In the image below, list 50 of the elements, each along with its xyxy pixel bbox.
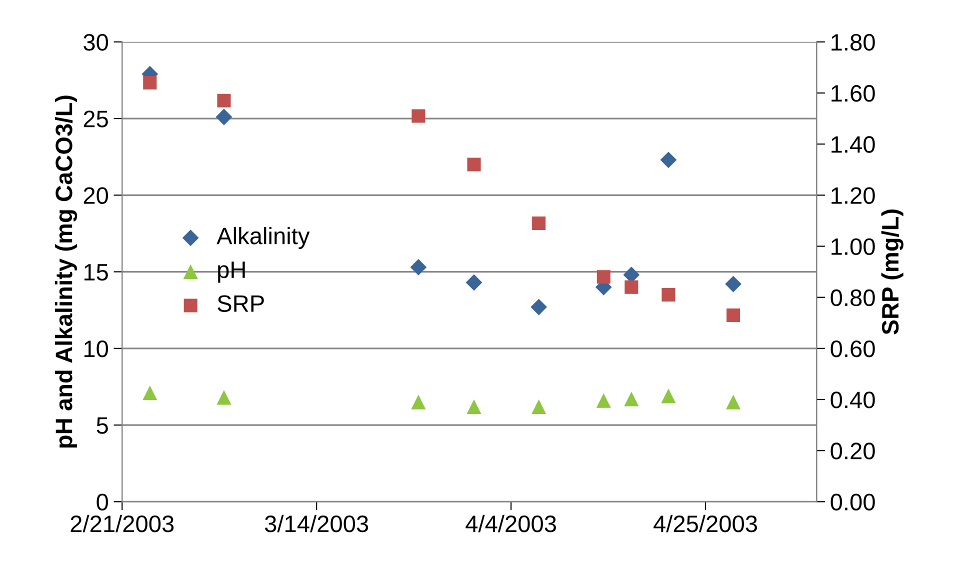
y2-tick-label: 1.60 <box>832 85 875 102</box>
y2-tick-label: 0.00 <box>830 494 875 510</box>
y2-tick-label: 0.20 <box>830 442 875 460</box>
point <box>143 76 157 90</box>
point <box>411 394 426 410</box>
point <box>466 274 482 291</box>
y2-tick-label: 0.60 <box>830 340 875 358</box>
point <box>467 158 481 172</box>
y-tick-label: 0 <box>96 494 108 510</box>
y2-tick-label: 0.80 <box>830 289 875 306</box>
point <box>596 393 611 408</box>
y2-tick-label: 1.40 <box>832 136 875 153</box>
y-tick-label: 5 <box>96 417 108 434</box>
point <box>726 394 741 410</box>
point <box>412 109 426 123</box>
point <box>726 308 740 322</box>
point <box>660 152 677 168</box>
y2-tick-label: 1.00 <box>832 238 875 256</box>
point <box>725 276 742 292</box>
point <box>466 399 482 414</box>
y-tick-label: 10 <box>84 340 108 358</box>
y-tick-label: 20 <box>84 187 108 204</box>
point <box>624 280 638 294</box>
point <box>410 258 427 276</box>
x-tick-label: 4/4/2003 <box>466 514 556 532</box>
point <box>142 386 158 400</box>
legend-label: pH <box>218 262 245 283</box>
point <box>217 94 231 108</box>
x-tick-label: 3/14/2003 <box>264 514 368 532</box>
point <box>662 288 676 302</box>
y2-tick-label: 1.80 <box>832 34 875 51</box>
y2-tick-label: 0.40 <box>830 392 875 408</box>
y-tick-label: 15 <box>84 264 108 281</box>
legend-label: Alkalinity <box>216 226 310 249</box>
point <box>596 270 610 284</box>
y-axis-title: pH and Alkalinity (mg CaCO3/L) <box>54 96 78 448</box>
y2-tick-label: 1.20 <box>832 187 875 204</box>
x-tick-label: 2/21/2003 <box>70 514 174 532</box>
y-tick-label: 25 <box>84 110 108 128</box>
point <box>530 298 548 316</box>
y2-axis-title: SRP (mg/L) <box>881 210 904 335</box>
y-tick-label: 30 <box>84 34 108 51</box>
point <box>216 390 232 405</box>
x-tick-label: 4/25/2003 <box>654 514 757 532</box>
point <box>532 399 546 414</box>
point <box>661 388 676 404</box>
legend-label: SRP <box>218 295 264 312</box>
point <box>532 216 546 230</box>
point <box>624 392 639 406</box>
point <box>216 108 232 126</box>
